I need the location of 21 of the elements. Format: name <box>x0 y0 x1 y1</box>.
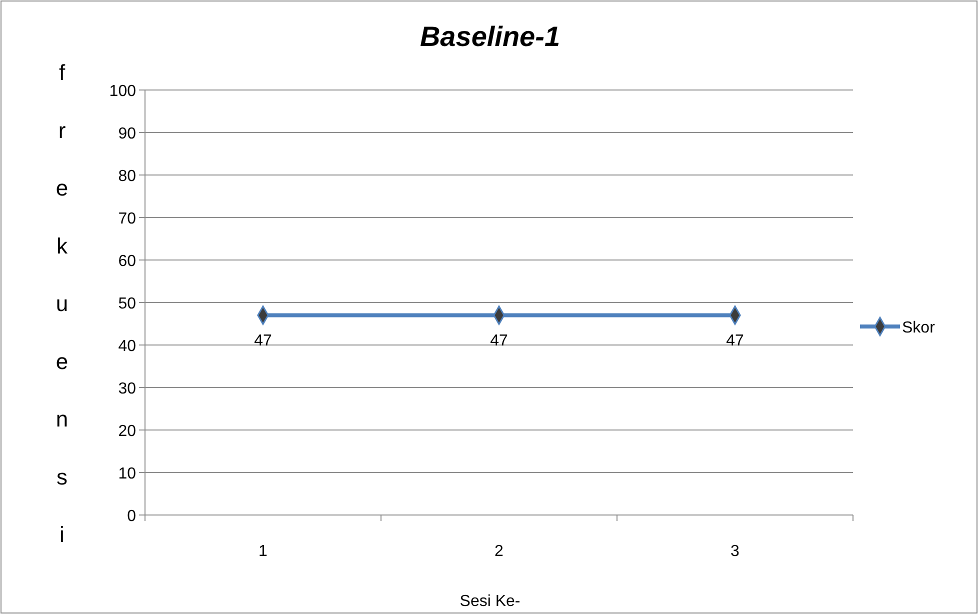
chart-title: Baseline-1 <box>420 21 560 52</box>
y-tick-label: 80 <box>118 168 136 185</box>
y-tick-label: 30 <box>118 380 136 398</box>
data-label: 47 <box>726 332 744 350</box>
y-tick-label: 70 <box>118 210 136 228</box>
y-tick-label: 10 <box>118 466 136 482</box>
x-tick-label: 2 <box>494 543 504 560</box>
y-tick-label: 60 <box>118 253 136 270</box>
x-tick-label: 1 <box>258 543 268 560</box>
y-tick-label: 0 <box>127 508 136 525</box>
data-label: 47 <box>254 332 272 350</box>
x-axis-title: Sesi Ke- <box>460 593 520 610</box>
legend-label: Skor <box>902 320 936 336</box>
data-label: 47 <box>490 332 508 350</box>
y-tick-label: 50 <box>118 296 136 312</box>
y-tick-label: 100 <box>109 83 136 100</box>
y-tick-label: 40 <box>118 338 136 355</box>
x-tick-label: 3 <box>730 543 740 560</box>
y-tick-label: 90 <box>118 126 136 142</box>
y-tick-label: 20 <box>118 423 136 440</box>
text: frekuensi <box>56 60 68 548</box>
